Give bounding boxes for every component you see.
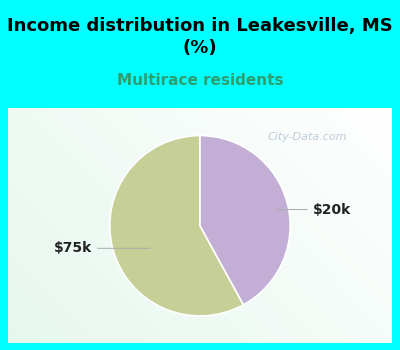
Text: City-Data.com: City-Data.com xyxy=(268,132,347,142)
Wedge shape xyxy=(110,135,244,316)
Text: $75k: $75k xyxy=(54,241,150,255)
Wedge shape xyxy=(200,135,290,305)
Text: Income distribution in Leakesville, MS
(%): Income distribution in Leakesville, MS (… xyxy=(7,17,393,57)
Text: $20k: $20k xyxy=(277,203,351,217)
Text: Multirace residents: Multirace residents xyxy=(117,73,283,88)
